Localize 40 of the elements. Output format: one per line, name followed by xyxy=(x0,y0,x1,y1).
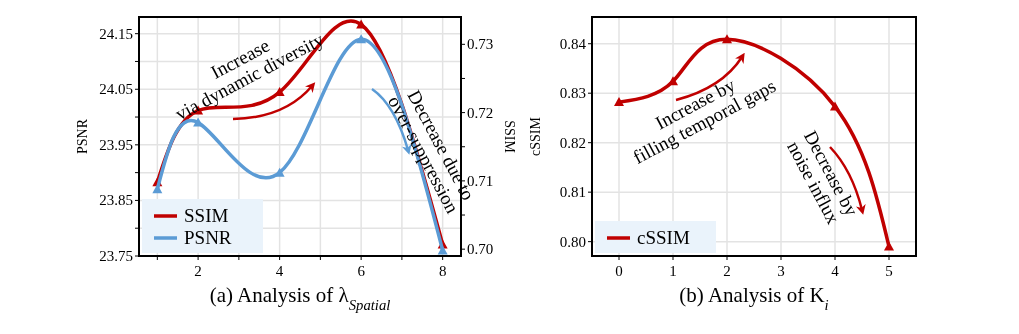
x-tick-label: 2 xyxy=(723,263,731,279)
point xyxy=(152,184,163,194)
y-tick-label: 0.81 xyxy=(559,184,586,201)
x-tick-label: 6 xyxy=(357,263,366,279)
y2-axis-title: SSIM xyxy=(502,120,517,154)
legend-label: PSNR xyxy=(184,227,232,248)
y-tick-label: 23.95 xyxy=(99,136,133,153)
x-tick-label: 5 xyxy=(885,263,893,279)
point xyxy=(884,241,894,251)
x-tick-label: 4 xyxy=(831,263,840,279)
legend-label: SSIM xyxy=(184,205,229,226)
text: (b) Analysis of K$_{i}$ xyxy=(679,283,829,313)
y2-tick-label: 0.70 xyxy=(467,241,494,258)
point xyxy=(614,97,624,107)
x-tick-label: 1 xyxy=(669,263,677,279)
point xyxy=(668,76,678,86)
y-tick-label: 23.85 xyxy=(99,192,133,209)
x-tick-label: 0 xyxy=(615,263,623,279)
x-tick-label: 8 xyxy=(438,263,447,279)
x-tick-label: 2 xyxy=(194,263,202,279)
y-axis-title: PSNR xyxy=(75,118,90,155)
y2-tick-label: 0.72 xyxy=(467,104,494,121)
point xyxy=(830,101,840,111)
y-tick-label: 0.80 xyxy=(559,233,586,250)
y-tick-label: 0.84 xyxy=(559,35,587,52)
y2-tick-label: 0.71 xyxy=(467,172,494,189)
y2-tick-label: 0.73 xyxy=(467,36,494,53)
x-tick-label: 4 xyxy=(275,263,284,279)
text: (a) Analysis of λ$_{Spatial}$ xyxy=(209,283,391,313)
point xyxy=(437,245,448,255)
legend-label: cSSIM xyxy=(637,227,690,248)
y-tick-label: 0.83 xyxy=(559,85,586,102)
point xyxy=(722,34,732,44)
y-tick-label: 0.82 xyxy=(559,134,586,151)
y-tick-label: 24.15 xyxy=(99,25,133,42)
x-tick-label: 3 xyxy=(777,263,785,279)
y-tick-label: 23.75 xyxy=(99,248,133,264)
y-tick-label: 24.05 xyxy=(99,81,133,98)
point xyxy=(356,34,367,44)
y-axis-title: cSSIM xyxy=(528,116,543,156)
